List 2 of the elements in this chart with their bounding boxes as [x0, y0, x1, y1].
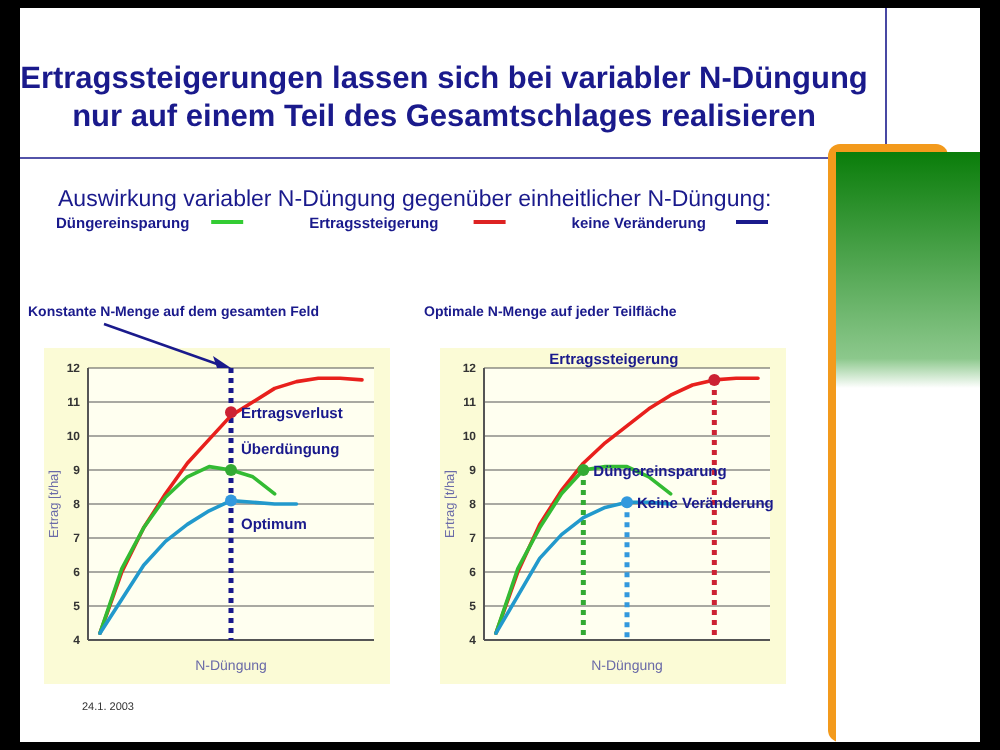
text: Ertragssteigerungen lassen sich bei variabler N-Düngung nur auf einem Teil des Gesamtschlages realisieren: [20, 62, 868, 134]
text: Auswirkung variabler N-Düngung gegenüber einheitlicher N-Düngung:: [58, 188, 772, 212]
